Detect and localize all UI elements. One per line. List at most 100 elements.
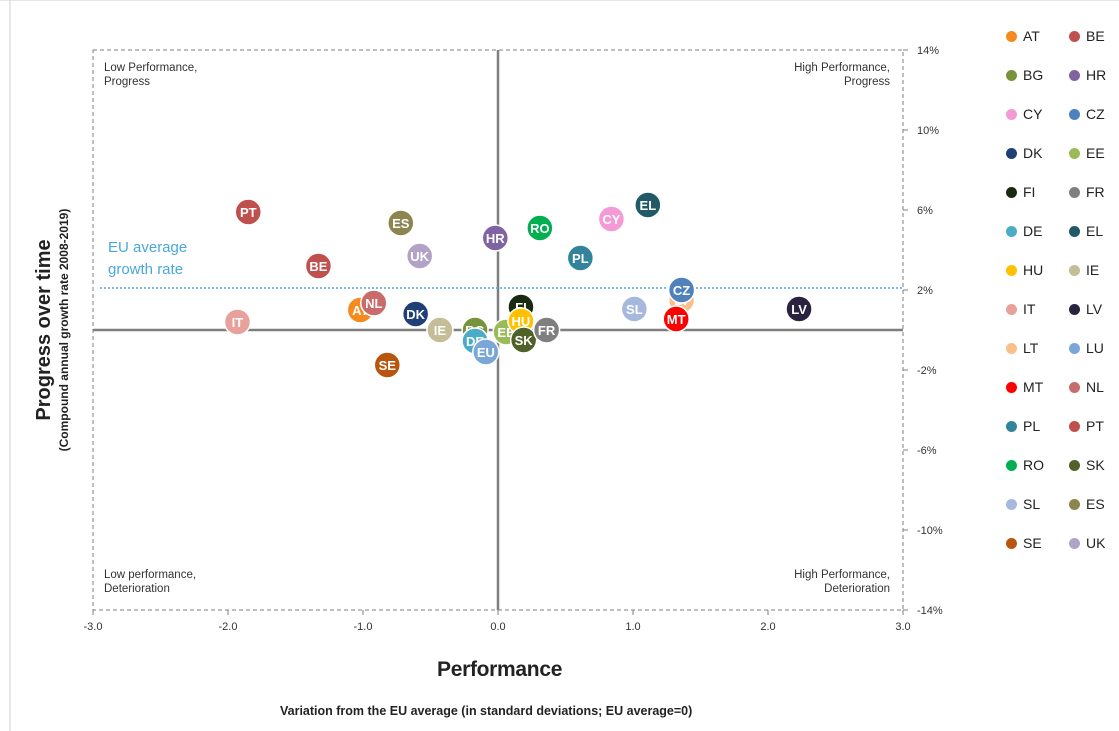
point-lv (785, 295, 813, 323)
point-cz (667, 276, 696, 304)
legend-marker (1069, 420, 1080, 432)
legend-marker (1069, 225, 1080, 237)
legend-label: FI (1023, 184, 1036, 200)
point-uk (405, 242, 434, 270)
quadrant-label-bottom-left: Deterioration (104, 583, 170, 595)
legend-item-at: AT (1006, 28, 1040, 44)
point-fr (532, 316, 561, 344)
point-label-el: EL (640, 198, 657, 213)
legend-marker (1006, 381, 1017, 393)
legend-item-hr: HR (1069, 67, 1106, 83)
legend-item-se: SE (1006, 535, 1042, 551)
point-label-pt: PT (240, 205, 257, 220)
point-label-lv: LV (791, 302, 807, 317)
legend-label: CY (1023, 106, 1043, 122)
point-eu (472, 338, 500, 366)
point-label-pl: PL (572, 251, 589, 266)
point-label-dk: DK (406, 307, 425, 322)
point-label-mt: MT (667, 312, 686, 327)
y-tick-label: 2% (917, 285, 933, 297)
legend-label: IE (1086, 262, 1100, 278)
legend-marker (1006, 225, 1017, 237)
legend-label: SK (1086, 457, 1105, 473)
legend-item-bg: BG (1006, 67, 1043, 83)
x-tick-label: 0.0 (490, 621, 505, 633)
point-sl (620, 295, 649, 323)
legend-item-pl: PL (1006, 418, 1040, 434)
legend-marker (1006, 537, 1017, 549)
legend-marker (1006, 264, 1017, 276)
legend-marker (1006, 342, 1017, 354)
legend-marker (1069, 381, 1080, 393)
y-axis-title: Progress over time (Compound annual grow… (14, 180, 74, 480)
legend-item-mt: MT (1006, 379, 1043, 395)
point-it (223, 308, 252, 336)
point-label-se: SE (379, 358, 397, 373)
legend-marker (1069, 147, 1080, 159)
legend-label: PT (1086, 418, 1104, 434)
point-label-ro: RO (530, 221, 550, 236)
legend-marker (1069, 30, 1080, 42)
point-nl (360, 289, 388, 317)
legend-item-ie: IE (1069, 262, 1099, 278)
legend-item-dk: DK (1006, 145, 1042, 161)
y-tick-label: -14% (917, 605, 943, 617)
legend-label: LT (1023, 340, 1039, 356)
eu-average-label: growth rate (108, 261, 183, 278)
legend-item-de: DE (1006, 223, 1042, 239)
legend-label: DE (1023, 223, 1043, 239)
legend-item-sk: SK (1069, 457, 1105, 473)
point-label-nl: NL (365, 296, 382, 311)
point-label-it: IT (232, 315, 244, 330)
legend-label: PL (1023, 418, 1041, 434)
legend-marker (1069, 498, 1080, 510)
legend-item-be: BE (1069, 28, 1105, 44)
legend-marker (1069, 264, 1080, 276)
legend-label: MT (1023, 379, 1044, 395)
point-ie (426, 316, 454, 344)
legend-marker (1069, 342, 1080, 354)
legend-label: EE (1086, 145, 1105, 161)
legend-label: LU (1086, 340, 1104, 356)
x-tick-label: 3.0 (895, 621, 910, 633)
legend-label: AT (1023, 28, 1040, 44)
legend-item-lu: LU (1069, 340, 1104, 356)
legend-label: LV (1086, 301, 1103, 317)
point-sk (509, 326, 538, 354)
legend-marker (1069, 108, 1080, 120)
point-label-cy: CY (602, 212, 620, 227)
point-pt (234, 198, 262, 226)
legend-marker (1069, 459, 1080, 471)
legend-label: UK (1086, 535, 1106, 551)
point-be (304, 252, 333, 280)
legend-item-ee: EE (1069, 145, 1105, 161)
point-label-fr: FR (538, 323, 556, 338)
legend-label: DK (1023, 145, 1043, 161)
legend-label: EL (1086, 223, 1104, 239)
legend-marker (1006, 186, 1017, 198)
y-axis-label: Progress over time (33, 239, 55, 420)
point-se (373, 351, 402, 379)
point-pl (566, 244, 595, 272)
quadrant-label-bottom-left: Low performance, (104, 569, 196, 581)
point-el (634, 191, 662, 219)
point-label-eu: EU (477, 345, 495, 360)
point-es (387, 209, 415, 237)
legend-item-hu: HU (1006, 262, 1043, 278)
point-label-sk: SK (515, 333, 534, 348)
legend-label: ES (1086, 496, 1105, 512)
point-label-ie: IE (434, 323, 447, 338)
legend-item-nl: NL (1069, 379, 1104, 395)
point-label-cz: CZ (673, 283, 690, 298)
legend-label: IT (1023, 301, 1036, 317)
point-label-hr: HR (486, 231, 505, 246)
y-tick-label: 14% (917, 45, 939, 57)
point-label-sl: SL (626, 302, 643, 317)
legend-item-fi: FI (1006, 184, 1035, 200)
quadrant-label-bottom-right: High Performance, (794, 569, 890, 581)
quadrant-label-top-right: Progress (844, 76, 890, 88)
quadrant-label-top-left: Progress (104, 76, 150, 88)
legend-marker (1006, 498, 1017, 510)
legend-label: SE (1023, 535, 1042, 551)
